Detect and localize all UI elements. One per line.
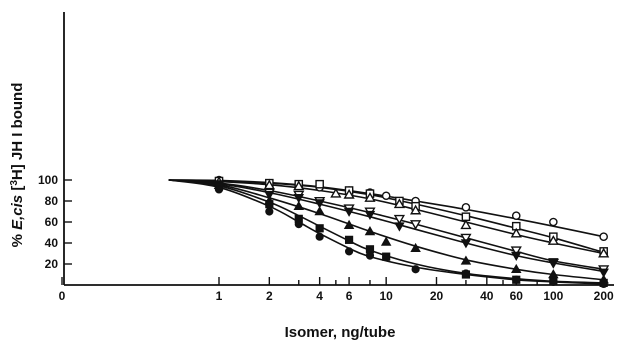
point-circle-filled-4 [344,247,354,256]
point-triangle-up-open-3 [330,187,342,198]
point-circle-filled-6 [411,265,420,274]
x-tick-label-6: 20 [430,289,444,303]
point-circle-filled-1 [265,207,274,216]
data-points [213,175,610,289]
x-tick-label-4: 6 [346,289,353,303]
point-triangle-up-open-1 [263,179,275,190]
fitted-curves [168,179,604,285]
curve-triangle-up-open [168,179,604,255]
y-title-part-bracket: [ [9,186,26,195]
point-circle-open-9 [511,211,521,220]
x-tick-label-9: 100 [543,289,563,303]
y-tick-label-0: 20 [45,257,59,271]
point-triangle-down-filled-9 [548,258,559,268]
point-triangle-up-open-6 [393,198,406,209]
x-axis-title: Isomer, ng/tube [285,324,396,341]
point-circle-open-11 [599,232,608,241]
point-triangle-up-filled-3 [314,206,325,216]
point-triangle-down-open-7 [410,220,422,230]
point-triangle-up-open-9 [510,227,522,238]
point-triangle-down-open-9 [510,246,522,257]
y-tick-label-2: 60 [45,215,59,229]
point-square-filled-3 [315,224,324,233]
point-triangle-down-open-8 [460,233,472,244]
x-tick-label-8: 60 [510,289,524,303]
point-triangle-up-open-8 [460,219,472,230]
y-axis-title: % E,cis [3H] JH I bound [9,83,26,248]
point-square-filled-1 [265,200,274,209]
point-circle-filled-8 [512,275,521,284]
y-tick-label-4: 100 [38,173,58,187]
point-circle-open-8 [461,202,471,212]
point-triangle-down-filled-4 [343,207,355,217]
point-circle-filled-3 [315,232,324,241]
point-triangle-down-filled-1 [264,190,275,201]
point-triangle-down-filled-5 [364,210,376,221]
point-circle-filled-9 [549,277,558,286]
point-triangle-up-filled-7 [410,242,421,253]
y-tick-label-3: 80 [45,194,59,208]
x-tick-label-3: 4 [316,289,323,303]
point-triangle-down-filled-8 [510,251,522,262]
y-title-part-rest: H] JH I bound [9,83,26,181]
x-tick-label-10: 200 [594,289,614,303]
point-square-open-3 [315,179,324,189]
curve-square-open [168,179,604,254]
y-title-part-isomer: E,cis [9,195,26,230]
x-tick-label-2: 2 [266,289,273,303]
point-square-filled-4 [344,235,354,244]
point-triangle-up-filled-6 [380,236,392,246]
curve-triangle-down-open [168,179,604,271]
y-title-part-percent: % [9,230,26,248]
curve-triangle-down-filled [168,179,604,273]
point-triangle-up-open-10 [547,235,559,245]
x-tick-label-7: 40 [480,289,494,303]
point-circle-filled-0 [214,185,224,194]
point-circle-filled-5 [365,251,375,260]
x-tick-label-1: 1 [216,289,223,303]
point-circle-filled-10 [599,279,608,289]
point-square-open-8 [461,212,471,222]
curve-triangle-up-filled [168,179,604,281]
point-triangle-up-open-11 [598,247,610,258]
point-circle-open-6 [381,191,391,201]
point-triangle-down-filled-7 [460,239,472,249]
point-triangle-up-open-7 [410,204,422,215]
point-circle-open-10 [549,217,558,227]
point-triangle-up-filled-5 [364,226,376,236]
point-triangle-up-open-2 [293,180,305,191]
point-triangle-up-filled-4 [343,219,355,229]
point-triangle-up-open-4 [343,188,355,199]
point-triangle-down-open-6 [393,214,406,225]
x-tick-label-5: 10 [379,289,393,303]
point-triangle-up-filled-8 [460,255,472,265]
point-circle-filled-2 [294,220,303,229]
point-triangle-down-filled-3 [314,199,325,209]
point-triangle-up-filled-2 [293,200,305,211]
point-triangle-down-filled-10 [598,268,609,278]
y-axis-ticks: 20 40 60 80 100 [38,173,72,271]
chart-axes [63,12,614,286]
point-square-filled-6 [382,252,391,261]
point-triangle-up-open-5 [364,192,376,202]
point-triangle-up-filled-9 [510,263,522,274]
point-triangle-down-filled-2 [293,194,305,204]
y-title-part-superscript: 3 [9,180,20,186]
y-tick-label-1: 40 [45,236,59,250]
point-triangle-down-filled-6 [394,222,405,232]
x-tick-label-0: 0 [59,289,66,303]
point-circle-filled-7 [461,269,471,278]
